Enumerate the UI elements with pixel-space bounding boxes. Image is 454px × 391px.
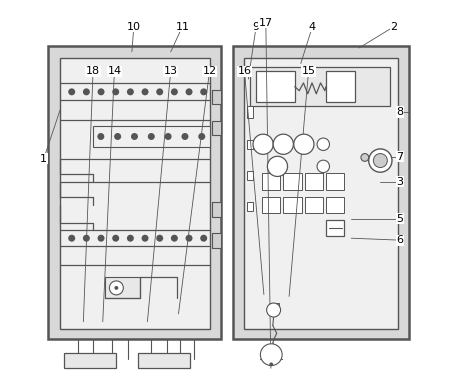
Bar <box>247 171 253 180</box>
Circle shape <box>109 281 123 295</box>
Text: 7: 7 <box>396 152 403 161</box>
Circle shape <box>83 88 90 95</box>
Circle shape <box>142 235 148 242</box>
Circle shape <box>266 303 281 317</box>
Bar <box>105 277 140 298</box>
Text: 2: 2 <box>390 22 398 32</box>
Text: 12: 12 <box>202 66 217 76</box>
Bar <box>326 220 344 236</box>
Bar <box>212 120 221 135</box>
Bar <box>247 140 253 149</box>
Bar <box>138 353 190 368</box>
Circle shape <box>165 133 172 140</box>
Bar <box>247 203 253 211</box>
Circle shape <box>273 134 293 154</box>
Circle shape <box>156 235 163 242</box>
Text: 11: 11 <box>175 22 189 32</box>
Bar <box>262 173 280 190</box>
Text: 5: 5 <box>396 214 403 224</box>
Circle shape <box>114 133 121 140</box>
Bar <box>60 58 210 330</box>
Circle shape <box>97 133 104 140</box>
Circle shape <box>317 160 330 172</box>
Text: 16: 16 <box>237 66 252 76</box>
Circle shape <box>112 88 119 95</box>
Text: 1: 1 <box>40 154 47 163</box>
Bar <box>283 173 301 190</box>
Bar <box>326 71 355 102</box>
Bar <box>256 71 295 102</box>
Circle shape <box>112 235 119 242</box>
Circle shape <box>267 156 287 176</box>
Circle shape <box>182 133 188 140</box>
Circle shape <box>369 149 392 172</box>
Text: 6: 6 <box>396 235 403 245</box>
Circle shape <box>186 235 192 242</box>
Circle shape <box>142 88 148 95</box>
Circle shape <box>127 88 134 95</box>
Bar <box>326 197 344 213</box>
Bar <box>244 58 398 330</box>
Circle shape <box>269 362 273 366</box>
Text: 4: 4 <box>309 22 316 32</box>
Circle shape <box>131 133 138 140</box>
Text: 15: 15 <box>301 66 316 76</box>
Text: 18: 18 <box>86 66 100 76</box>
Bar <box>212 202 221 217</box>
Bar <box>326 173 344 190</box>
Bar <box>250 67 390 106</box>
Text: 14: 14 <box>107 66 122 76</box>
Circle shape <box>294 134 314 154</box>
Circle shape <box>98 235 104 242</box>
Circle shape <box>317 138 330 151</box>
Circle shape <box>98 88 104 95</box>
Circle shape <box>186 88 192 95</box>
Circle shape <box>114 286 118 290</box>
Bar <box>64 353 116 368</box>
Circle shape <box>68 88 75 95</box>
Circle shape <box>127 235 134 242</box>
Circle shape <box>200 88 207 95</box>
Circle shape <box>171 235 178 242</box>
Bar <box>233 46 410 339</box>
Text: 3: 3 <box>396 177 403 187</box>
Bar <box>270 303 279 310</box>
Text: 13: 13 <box>164 66 178 76</box>
Bar <box>93 126 210 147</box>
Bar <box>262 197 280 213</box>
Circle shape <box>200 235 207 242</box>
Circle shape <box>361 154 369 161</box>
Circle shape <box>171 88 178 95</box>
Text: 17: 17 <box>259 18 273 28</box>
Circle shape <box>261 344 282 366</box>
Bar <box>305 173 323 190</box>
Circle shape <box>148 133 155 140</box>
Bar <box>247 106 253 118</box>
Circle shape <box>198 133 205 140</box>
Bar <box>283 197 301 213</box>
Text: 8: 8 <box>396 107 403 117</box>
Circle shape <box>373 154 387 168</box>
Circle shape <box>83 235 90 242</box>
Bar <box>305 197 323 213</box>
Text: 10: 10 <box>127 22 141 32</box>
Circle shape <box>156 88 163 95</box>
Circle shape <box>68 235 75 242</box>
Text: 9: 9 <box>252 22 260 32</box>
Circle shape <box>253 134 273 154</box>
Bar <box>212 90 221 104</box>
Bar <box>49 46 221 339</box>
Bar <box>212 233 221 248</box>
